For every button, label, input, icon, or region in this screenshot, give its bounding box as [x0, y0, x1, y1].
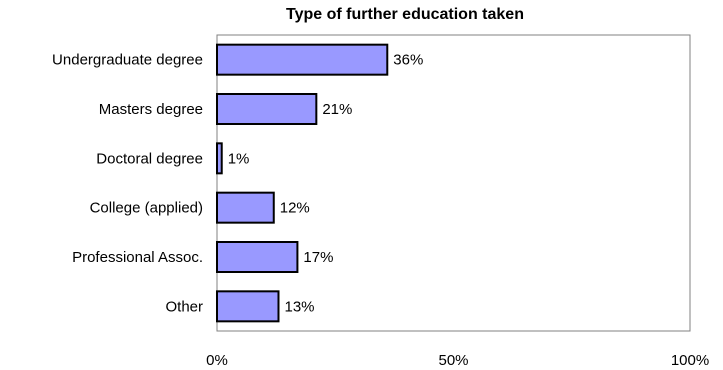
- bar: [216, 290, 280, 323]
- category-label: Masters degree: [99, 101, 203, 118]
- data-label: 12%: [280, 200, 310, 217]
- bar: [216, 191, 275, 224]
- chart-title: Type of further education taken: [286, 6, 524, 23]
- data-label: 21%: [322, 101, 352, 118]
- category-label: Other: [165, 298, 203, 315]
- category-label: Professional Assoc.: [72, 249, 203, 266]
- data-label: 17%: [303, 249, 333, 266]
- x-tick-label: 100%: [671, 352, 709, 369]
- bar: [216, 241, 299, 273]
- category-label: Undergraduate degree: [52, 52, 203, 69]
- bar: [216, 142, 223, 175]
- x-tick-label: 50%: [438, 352, 468, 369]
- category-label: Doctoral degree: [96, 150, 203, 167]
- x-tick-label: 0%: [206, 352, 228, 369]
- data-label: 1%: [228, 150, 250, 167]
- plot-area-border: [216, 34, 691, 332]
- category-label: College (applied): [90, 200, 203, 217]
- bar: [216, 93, 318, 125]
- bar: [216, 43, 389, 76]
- data-label: 36%: [393, 52, 423, 69]
- data-label: 13%: [284, 298, 314, 315]
